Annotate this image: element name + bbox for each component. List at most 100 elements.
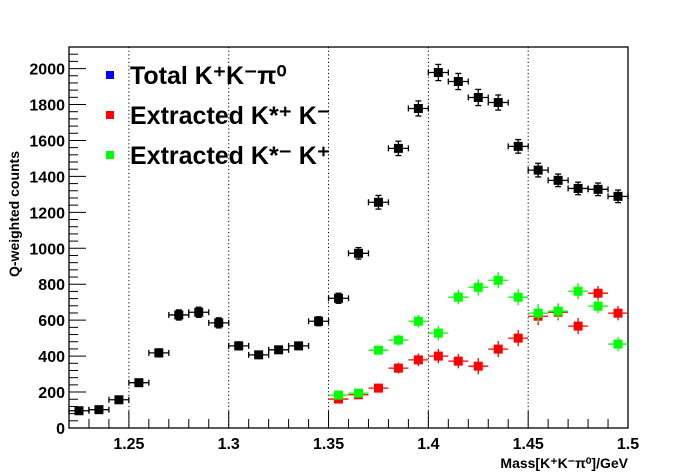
data-point — [228, 341, 250, 351]
marker — [214, 318, 224, 328]
data-point — [388, 362, 409, 374]
data-point — [327, 292, 350, 304]
marker — [373, 383, 383, 393]
data-point — [607, 189, 629, 204]
marker — [453, 77, 463, 87]
data-point — [368, 383, 389, 393]
y-axis: 0 200 400 600 800 1000 1200 1400 1600 1800 2000 — [29, 46, 86, 438]
data-point — [548, 303, 569, 320]
data-point — [488, 272, 509, 289]
x-tick-label: 1.35 — [313, 436, 344, 453]
data-point — [508, 330, 529, 347]
y-tick-label: 400 — [38, 349, 65, 366]
marker — [533, 308, 543, 318]
data-point — [407, 100, 430, 117]
data-point — [448, 353, 469, 369]
marker — [433, 328, 443, 338]
marker — [433, 68, 443, 78]
marker — [413, 355, 423, 365]
legend-marker — [106, 71, 114, 79]
marker — [74, 406, 84, 416]
data-point — [587, 182, 609, 197]
data-point — [387, 140, 410, 157]
data-point — [88, 405, 110, 415]
data-point — [528, 304, 549, 323]
data-point — [567, 181, 589, 196]
marker — [393, 335, 403, 345]
data-point — [408, 314, 429, 328]
marker — [353, 388, 363, 398]
data-point — [368, 345, 389, 355]
data-point — [287, 341, 310, 351]
y-axis-title: Q-weighted counts — [6, 151, 22, 277]
y-tick-label: 0 — [56, 421, 65, 438]
marker — [353, 248, 363, 258]
marker — [513, 333, 523, 343]
y-tick-label: 1800 — [29, 98, 65, 115]
y-tick-label: 1600 — [29, 133, 65, 150]
marker — [334, 390, 344, 400]
x-tick-label: 1.25 — [113, 436, 144, 453]
legend-label: Total K⁺K⁻π⁰ — [130, 62, 286, 90]
y-tick-label: 200 — [38, 385, 65, 402]
marker — [114, 395, 124, 405]
data-point — [108, 395, 130, 405]
data-point — [248, 350, 270, 360]
marker — [453, 292, 463, 302]
marker — [593, 288, 603, 298]
marker — [373, 197, 383, 207]
marker — [373, 345, 383, 355]
x-axis-title: Mass[K⁺K⁻π⁰]/GeV — [500, 455, 628, 471]
marker — [294, 341, 304, 351]
marker — [493, 344, 503, 354]
data-point — [428, 325, 449, 341]
data-point — [367, 194, 390, 210]
marker — [613, 191, 623, 201]
data-point — [547, 173, 569, 188]
marker — [513, 141, 523, 151]
marker — [393, 143, 403, 153]
data-point — [68, 406, 90, 416]
marker — [513, 292, 523, 302]
data-point — [488, 341, 509, 358]
data-point — [608, 336, 628, 352]
data-point — [388, 334, 409, 346]
marker — [593, 301, 603, 311]
data-point — [527, 162, 549, 178]
data-point — [448, 289, 469, 305]
marker — [334, 293, 344, 303]
marker — [473, 93, 483, 103]
legend-label: Extracted K*⁺ K⁻ — [130, 102, 330, 130]
data-point — [128, 378, 150, 388]
data-point — [508, 289, 529, 306]
marker — [314, 316, 324, 326]
marker — [613, 339, 623, 349]
marker — [613, 308, 623, 318]
marker — [254, 350, 264, 360]
series-2 — [328, 272, 628, 400]
marker — [413, 103, 423, 113]
marker — [393, 363, 403, 373]
marker — [533, 165, 543, 175]
x-tick-label: 1.4 — [417, 436, 439, 453]
marker — [553, 175, 563, 185]
marker — [573, 321, 583, 331]
marker — [94, 405, 104, 415]
data-point — [507, 138, 529, 154]
legend-item: Total K⁺K⁻π⁰ — [106, 62, 286, 90]
data-point — [348, 388, 369, 398]
series-1 — [328, 286, 628, 404]
data-point — [608, 305, 628, 321]
legend-marker — [106, 111, 114, 119]
y-tick-label: 1000 — [29, 241, 65, 258]
data-point — [568, 283, 589, 300]
data-series — [68, 63, 629, 416]
marker — [453, 356, 463, 366]
data-point — [427, 63, 449, 82]
data-point — [347, 246, 370, 260]
data-point — [188, 306, 210, 318]
data-point — [168, 309, 190, 321]
data-point — [307, 316, 330, 327]
data-point — [588, 298, 609, 314]
